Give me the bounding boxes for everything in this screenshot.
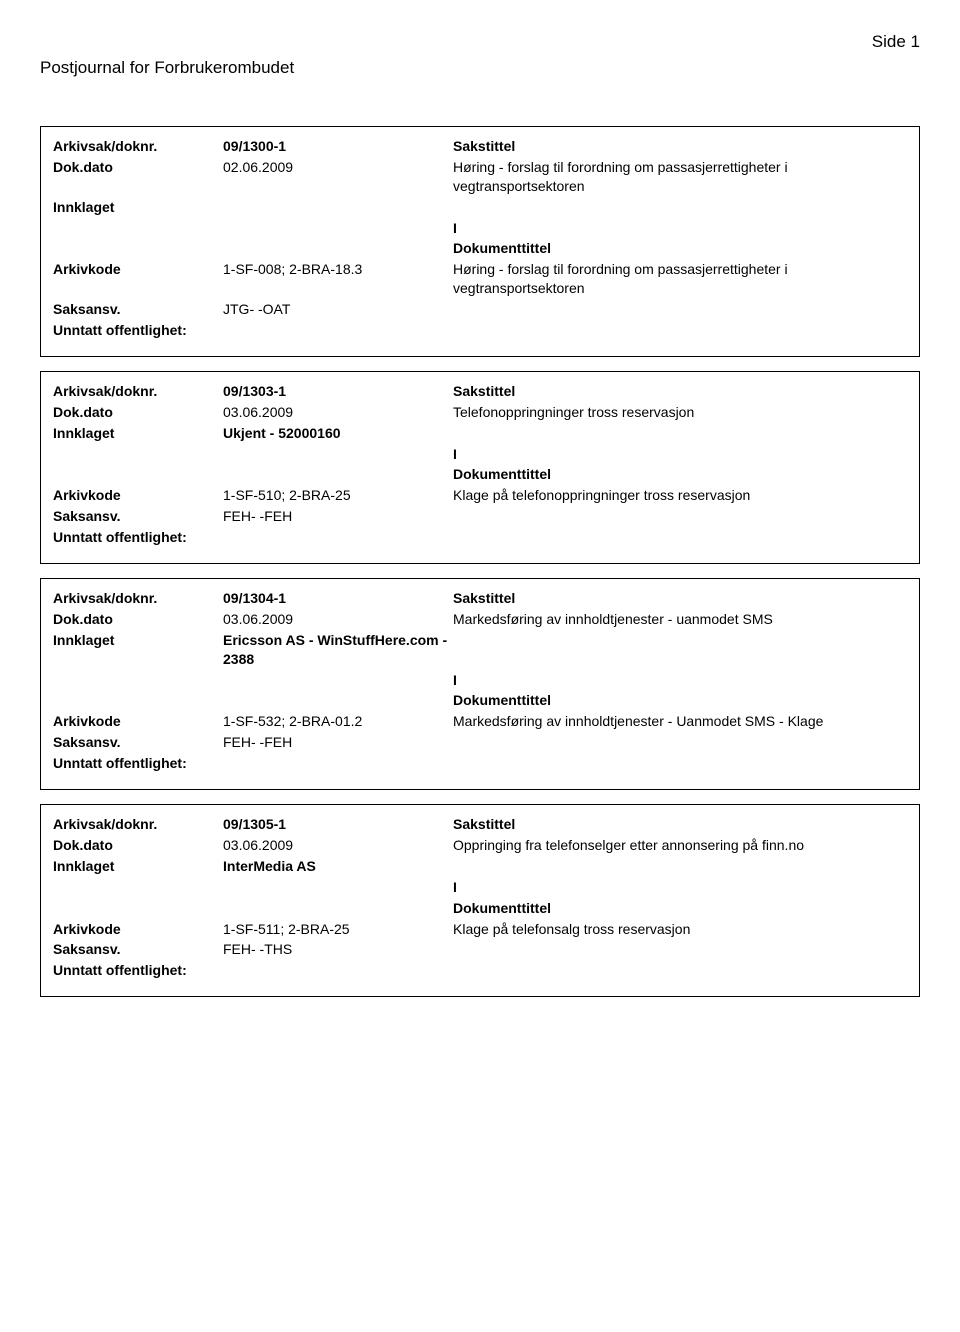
arkivsak-label: Arkivsak/doknr. <box>53 589 223 608</box>
record: Arkivsak/doknr. 09/1304-1 Sakstittel Dok… <box>40 578 920 790</box>
arkivsak-label: Arkivsak/doknr. <box>53 382 223 401</box>
unntatt-value <box>187 321 907 340</box>
page-number: Side 1 <box>40 32 920 52</box>
arkivsak-value: 09/1304-1 <box>223 589 453 608</box>
saksansv-value: FEH- -FEH <box>223 733 453 752</box>
spacer <box>453 507 907 526</box>
unntatt-label: Unntatt offentlighet: <box>53 321 187 340</box>
spacer <box>53 219 223 238</box>
spacer <box>223 691 453 710</box>
innklaget-value: Ukjent - 52000160 <box>223 424 453 443</box>
arkivsak-label: Arkivsak/doknr. <box>53 137 223 156</box>
dokdato-label: Dok.dato <box>53 610 223 629</box>
dokumenttittel-value: Høring - forslag til forordning om passa… <box>453 260 907 298</box>
innklaget-label: Innklaget <box>53 424 223 443</box>
dokdato-value: 03.06.2009 <box>223 610 453 629</box>
spacer <box>453 198 907 217</box>
saksansv-label: Saksansv. <box>53 733 223 752</box>
dokumenttittel-label: Dokumenttittel <box>453 691 907 710</box>
unntatt-value <box>187 528 907 547</box>
spacer <box>223 219 453 238</box>
innklaget-label: Innklaget <box>53 857 223 876</box>
sakstittel-value: Markedsføring av innholdtjenester - uanm… <box>453 610 907 629</box>
sakstittel-label: Sakstittel <box>453 382 907 401</box>
sakstittel-label: Sakstittel <box>453 815 907 834</box>
spacer <box>453 631 907 669</box>
dokdato-value: 02.06.2009 <box>223 158 453 196</box>
dokdato-label: Dok.dato <box>53 403 223 422</box>
spacer <box>223 878 453 897</box>
doc-marker: I <box>453 219 907 238</box>
saksansv-label: Saksansv. <box>53 300 223 319</box>
arkivkode-value: 1-SF-511; 2-BRA-25 <box>223 920 453 939</box>
doc-marker: I <box>453 878 907 897</box>
spacer <box>453 424 907 443</box>
sakstittel-value: Oppringing fra telefonselger etter annon… <box>453 836 907 855</box>
arkivsak-value: 09/1303-1 <box>223 382 453 401</box>
doc-marker: I <box>453 671 907 690</box>
dokumenttittel-label: Dokumenttittel <box>453 239 907 258</box>
spacer <box>223 445 453 464</box>
arkivkode-value: 1-SF-008; 2-BRA-18.3 <box>223 260 453 298</box>
unntatt-label: Unntatt offentlighet: <box>53 961 187 980</box>
spacer <box>453 300 907 319</box>
saksansv-value: FEH- -FEH <box>223 507 453 526</box>
arkivsak-value: 09/1305-1 <box>223 815 453 834</box>
spacer <box>223 465 453 484</box>
spacer <box>53 239 223 258</box>
arkivsak-value: 09/1300-1 <box>223 137 453 156</box>
spacer <box>53 878 223 897</box>
saksansv-value: FEH- -THS <box>223 940 453 959</box>
innklaget-value: InterMedia AS <box>223 857 453 876</box>
saksansv-label: Saksansv. <box>53 940 223 959</box>
spacer <box>223 899 453 918</box>
dokdato-value: 03.06.2009 <box>223 403 453 422</box>
record: Arkivsak/doknr. 09/1303-1 Sakstittel Dok… <box>40 371 920 564</box>
innklaget-value: Ericsson AS - WinStuffHere.com - 2388 <box>223 631 453 669</box>
innklaget-label: Innklaget <box>53 198 223 217</box>
saksansv-label: Saksansv. <box>53 507 223 526</box>
spacer <box>53 899 223 918</box>
arkivkode-label: Arkivkode <box>53 712 223 731</box>
dokumenttittel-label: Dokumenttittel <box>453 899 907 918</box>
arkivkode-label: Arkivkode <box>53 920 223 939</box>
sakstittel-label: Sakstittel <box>453 589 907 608</box>
spacer <box>53 445 223 464</box>
spacer <box>53 691 223 710</box>
spacer <box>453 733 907 752</box>
spacer <box>53 465 223 484</box>
dokumenttittel-value: Klage på telefonoppringninger tross rese… <box>453 486 907 505</box>
spacer <box>223 671 453 690</box>
dokumenttittel-label: Dokumenttittel <box>453 465 907 484</box>
arkivsak-label: Arkivsak/doknr. <box>53 815 223 834</box>
unntatt-label: Unntatt offentlighet: <box>53 754 187 773</box>
sakstittel-label: Sakstittel <box>453 137 907 156</box>
sakstittel-value: Telefonoppringninger tross reservasjon <box>453 403 907 422</box>
records-container: Arkivsak/doknr. 09/1300-1 Sakstittel Dok… <box>40 126 920 997</box>
arkivkode-value: 1-SF-510; 2-BRA-25 <box>223 486 453 505</box>
spacer <box>223 239 453 258</box>
spacer <box>453 940 907 959</box>
saksansv-value: JTG- -OAT <box>223 300 453 319</box>
unntatt-label: Unntatt offentlighet: <box>53 528 187 547</box>
dokdato-value: 03.06.2009 <box>223 836 453 855</box>
doc-marker: I <box>453 445 907 464</box>
unntatt-value <box>187 754 907 773</box>
sakstittel-value: Høring - forslag til forordning om passa… <box>453 158 907 196</box>
arkivkode-label: Arkivkode <box>53 486 223 505</box>
dokumenttittel-value: Klage på telefonsalg tross reservasjon <box>453 920 907 939</box>
arkivkode-value: 1-SF-532; 2-BRA-01.2 <box>223 712 453 731</box>
page-title: Postjournal for Forbrukerombudet <box>40 58 920 78</box>
unntatt-value <box>187 961 907 980</box>
innklaget-label: Innklaget <box>53 631 223 669</box>
dokumenttittel-value: Markedsføring av innholdtjenester - Uanm… <box>453 712 907 731</box>
spacer <box>53 671 223 690</box>
dokdato-label: Dok.dato <box>53 836 223 855</box>
spacer <box>453 857 907 876</box>
innklaget-value <box>223 198 453 217</box>
dokdato-label: Dok.dato <box>53 158 223 196</box>
arkivkode-label: Arkivkode <box>53 260 223 298</box>
record: Arkivsak/doknr. 09/1305-1 Sakstittel Dok… <box>40 804 920 997</box>
record: Arkivsak/doknr. 09/1300-1 Sakstittel Dok… <box>40 126 920 357</box>
